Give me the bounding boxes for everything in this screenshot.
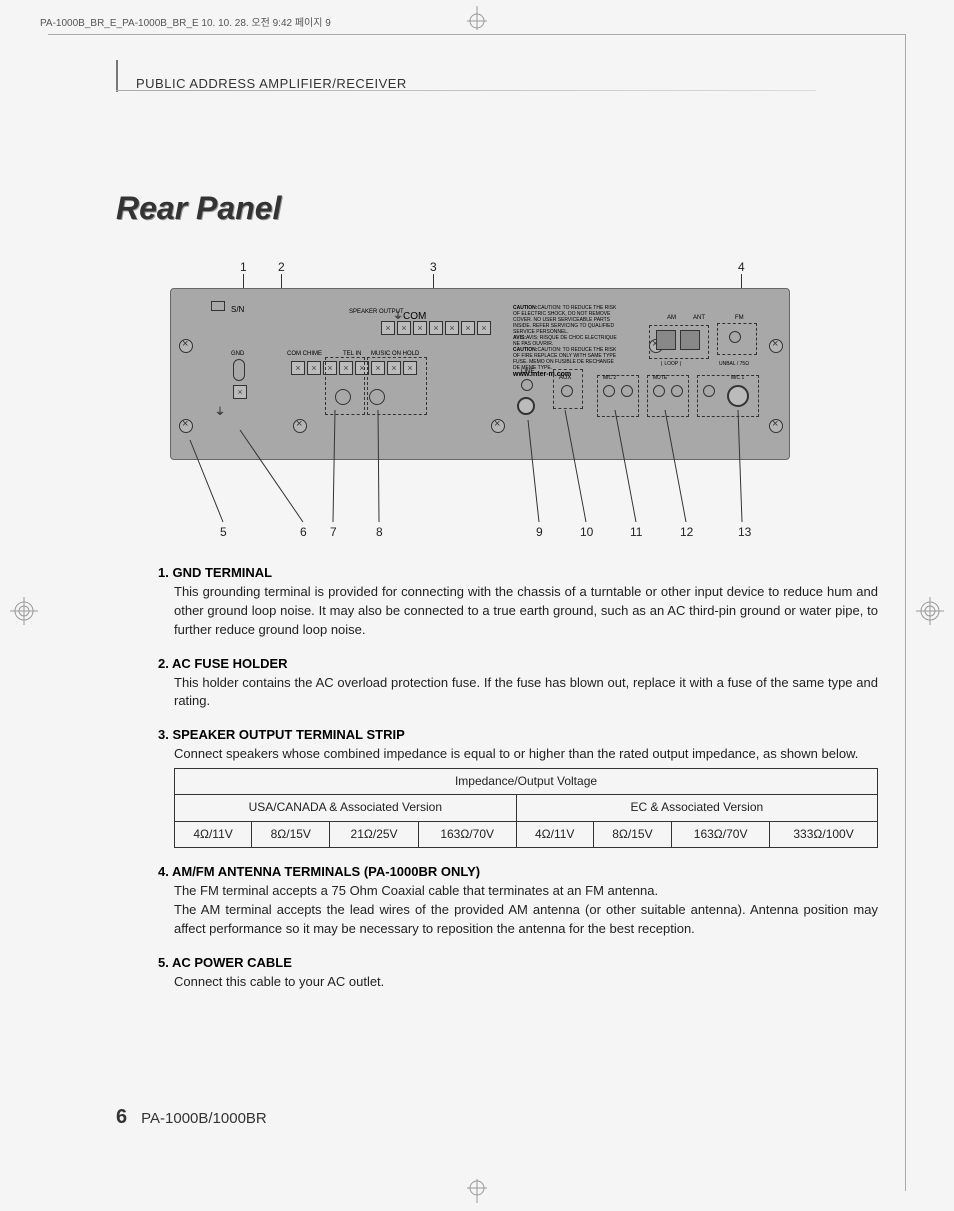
item-head: 2. AC FUSE HOLDER xyxy=(158,656,878,671)
screw-icon xyxy=(769,419,783,433)
table-title: Impedance/Output Voltage xyxy=(175,769,878,795)
callout-1: 1 xyxy=(240,260,247,274)
mute-label: MUTE xyxy=(653,375,667,381)
item-1: 1. GND TERMINAL This grounding terminal … xyxy=(158,565,878,640)
item-body: This holder contains the AC overload pro… xyxy=(158,674,878,712)
mic2-box xyxy=(597,375,639,417)
table-group-b: EC & Associated Version xyxy=(516,795,877,821)
callout-7: 7 xyxy=(330,525,337,539)
item-body-line: The AM terminal accepts the lead wires o… xyxy=(158,901,878,939)
item-body: This grounding terminal is provided for … xyxy=(158,583,878,640)
am-ant-box xyxy=(649,325,709,359)
impedance-table: Impedance/Output Voltage USA/CANADA & As… xyxy=(174,768,878,848)
item-body-line: The FM terminal accepts a 75 Ohm Coaxial… xyxy=(158,882,878,901)
com-label: ⏚COM xyxy=(393,307,426,322)
callout-5: 5 xyxy=(220,525,227,539)
screw-icon xyxy=(179,419,193,433)
unbal-label: UNBAL / 75Ω xyxy=(719,361,749,367)
am-label: AM xyxy=(667,315,676,321)
callout-8: 8 xyxy=(376,525,383,539)
item-3: 3. SPEAKER OUTPUT TERMINAL STRIP Connect… xyxy=(158,727,878,848)
gnd-label: GND xyxy=(231,351,244,357)
speaker-terminals xyxy=(381,321,491,335)
crop-mark-left xyxy=(10,597,38,625)
screw-icon xyxy=(179,339,193,353)
loop-label: ⌊ LOOP ⌋ xyxy=(661,361,682,367)
margin-marker-v xyxy=(116,60,118,92)
line-knob-icon xyxy=(517,397,535,415)
callout-6: 6 xyxy=(300,525,307,539)
mic1-xlr-icon xyxy=(727,385,749,407)
print-meta-line: PA-1000B_BR_E_PA-1000B_BR_E 10. 10. 28. … xyxy=(40,14,331,29)
screw-icon xyxy=(491,419,505,433)
mute-box xyxy=(647,375,689,417)
callout-9: 9 xyxy=(536,525,543,539)
page-title: Rear Panel xyxy=(116,190,281,227)
item-head: 3. SPEAKER OUTPUT TERMINAL STRIP xyxy=(158,727,878,742)
callout-4: 4 xyxy=(738,260,745,274)
mic1-label: MIC 1 xyxy=(731,375,744,381)
fm-label: FM xyxy=(735,315,744,321)
callout-13: 13 xyxy=(738,525,751,539)
panel-box: S/N SPEAKER OUTPUT ⏚COM CAUTION:CAUTION:… xyxy=(170,288,790,460)
table-cell: 21Ω/25V xyxy=(330,821,418,847)
item-head: 4. AM/FM ANTENNA TERMINALS (PA-1000BR ON… xyxy=(158,864,878,879)
body-text: 1. GND TERMINAL This grounding terminal … xyxy=(158,565,878,1008)
section-label: PUBLIC ADDRESS AMPLIFIER/RECEIVER xyxy=(136,76,407,91)
crop-mark-right xyxy=(916,597,944,625)
item-5: 5. AC POWER CABLE Connect this cable to … xyxy=(158,955,878,992)
rear-panel-diagram: 1 2 3 4 S/N SPEAKER OUTPUT ⏚COM CAUTION:… xyxy=(160,250,800,546)
callout-3: 3 xyxy=(430,260,437,274)
table-group-a: USA/CANADA & Associated Version xyxy=(175,795,517,821)
table-cell: 4Ω/11V xyxy=(175,821,252,847)
crop-mark-top xyxy=(462,6,492,30)
table-cell: 333Ω/100V xyxy=(770,821,878,847)
ant-label: ANT xyxy=(693,315,705,321)
item-head: 5. AC POWER CABLE xyxy=(158,955,878,970)
gnd-screw-icon xyxy=(233,385,247,399)
page-number: 6 xyxy=(116,1106,127,1129)
line-jack-icon xyxy=(521,379,533,391)
model-label: PA-1000B/1000BR xyxy=(141,1110,267,1127)
screw-icon xyxy=(293,419,307,433)
table-cell: 4Ω/11V xyxy=(516,821,593,847)
item-body: Connect this cable to your AC outlet. xyxy=(158,973,878,992)
item-body: Connect speakers whose combined impedanc… xyxy=(158,745,878,764)
gnd-terminal-icon xyxy=(233,359,245,381)
footer: 6 PA-1000B/1000BR xyxy=(116,1106,267,1129)
callout-10: 10 xyxy=(580,525,593,539)
item-2: 2. AC FUSE HOLDER This holder contains t… xyxy=(158,656,878,712)
table-cell: 8Ω/15V xyxy=(252,821,330,847)
table-cell: 8Ω/15V xyxy=(593,821,671,847)
callout-12: 12 xyxy=(680,525,693,539)
com-chime-label: COM CHIME xyxy=(287,351,322,357)
callout-2: 2 xyxy=(278,260,285,274)
line-label: LINE xyxy=(521,369,534,375)
item-head: 1. GND TERMINAL xyxy=(158,565,878,580)
table-cell: 163Ω/70V xyxy=(672,821,770,847)
screw-icon xyxy=(769,339,783,353)
mic2-label: MIC 2 xyxy=(603,375,616,381)
table-cell: 163Ω/70V xyxy=(418,821,516,847)
callout-11: 11 xyxy=(630,525,642,539)
item-4: 4. AM/FM ANTENNA TERMINALS (PA-1000BR ON… xyxy=(158,864,878,939)
